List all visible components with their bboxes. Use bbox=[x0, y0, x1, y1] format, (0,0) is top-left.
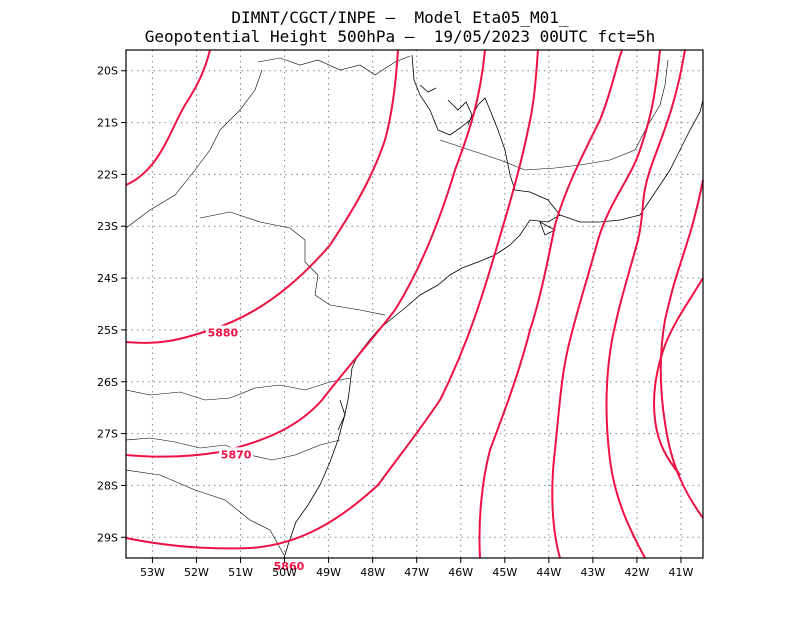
x-tick-label: 53W bbox=[140, 566, 165, 579]
y-tick-label: 20S bbox=[97, 65, 118, 78]
border-mg-rj bbox=[439, 139, 636, 171]
y-tick-label: 29S bbox=[97, 531, 118, 544]
y-tick-label: 24S bbox=[97, 272, 118, 285]
coast-rio-bay bbox=[559, 99, 704, 223]
border-rs-uruguay bbox=[125, 469, 285, 556]
x-tick-label: 43W bbox=[580, 566, 605, 579]
grid-lines bbox=[126, 50, 703, 558]
bay-detail-2 bbox=[419, 84, 437, 93]
contour-line-5850 bbox=[478, 49, 623, 559]
x-tick-label: 51W bbox=[228, 566, 253, 579]
contour-label-5870: 5870 bbox=[221, 448, 252, 461]
border-sp-pr bbox=[199, 211, 386, 316]
x-tick-label: 47W bbox=[404, 566, 429, 579]
y-tick-label: 23S bbox=[97, 220, 118, 233]
y-tick-label: 25S bbox=[97, 324, 118, 337]
chart-title-line-1: DIMNT/CGCT/INPE – Model Eta05_M01_ bbox=[231, 8, 569, 27]
x-tick-label: 42W bbox=[624, 566, 649, 579]
border-pr-sc bbox=[125, 377, 351, 401]
border-ms-sp bbox=[125, 69, 263, 229]
contour-line-5820 bbox=[659, 179, 704, 519]
contour-line-5810 bbox=[653, 277, 704, 476]
contour-label-5860: 5860 bbox=[274, 560, 305, 573]
contour-line-5830 bbox=[605, 49, 686, 559]
contour-label-5880: 5880 bbox=[208, 327, 239, 340]
x-tick-label: 41W bbox=[669, 566, 694, 579]
y-tick-label: 22S bbox=[97, 168, 118, 181]
x-tick-label: 50W bbox=[272, 566, 297, 579]
geopotential-contours bbox=[125, 49, 704, 559]
atlantic-coastline bbox=[283, 54, 561, 559]
coastline bbox=[283, 54, 704, 559]
contour-labels: 5880 5870 5860 bbox=[205, 325, 306, 573]
x-tick-label: 44W bbox=[536, 566, 561, 579]
x-tick-label: 48W bbox=[360, 566, 385, 579]
x-tick-label: 45W bbox=[492, 566, 517, 579]
contour-line-5870 bbox=[125, 49, 486, 458]
x-tick-label: 52W bbox=[184, 566, 209, 579]
lagoon-south bbox=[337, 399, 346, 431]
map-frame bbox=[125, 49, 704, 559]
contour-label-bg bbox=[271, 558, 306, 572]
contour-label-bg bbox=[205, 325, 240, 339]
y-tick-label: 28S bbox=[97, 479, 118, 492]
y-tick-label: 21S bbox=[97, 117, 118, 130]
contour-line-5880 bbox=[125, 49, 399, 344]
y-tick-label: 26S bbox=[97, 376, 118, 389]
contour-label-bg bbox=[219, 447, 254, 461]
border-sp-mg bbox=[257, 55, 411, 76]
chart-title-line-2: Geopotential Height 500hPa – 19/05/2023 … bbox=[144, 27, 656, 46]
y-tick-label: 27S bbox=[97, 428, 118, 441]
contour-line-5840 bbox=[551, 49, 661, 559]
contour-line-5860 bbox=[125, 49, 539, 550]
contour-line-5890 bbox=[125, 49, 211, 186]
bay-detail-1 bbox=[447, 99, 473, 126]
island-coast bbox=[539, 221, 556, 236]
x-tick-label: 49W bbox=[316, 566, 341, 579]
axis-ticks: 53W 52W 51W 50W 49W 48W 47W 46W 45W 44W 43W 42W 41W 2… bbox=[97, 65, 694, 579]
x-tick-label: 46W bbox=[448, 566, 473, 579]
border-mg-es bbox=[634, 59, 669, 151]
